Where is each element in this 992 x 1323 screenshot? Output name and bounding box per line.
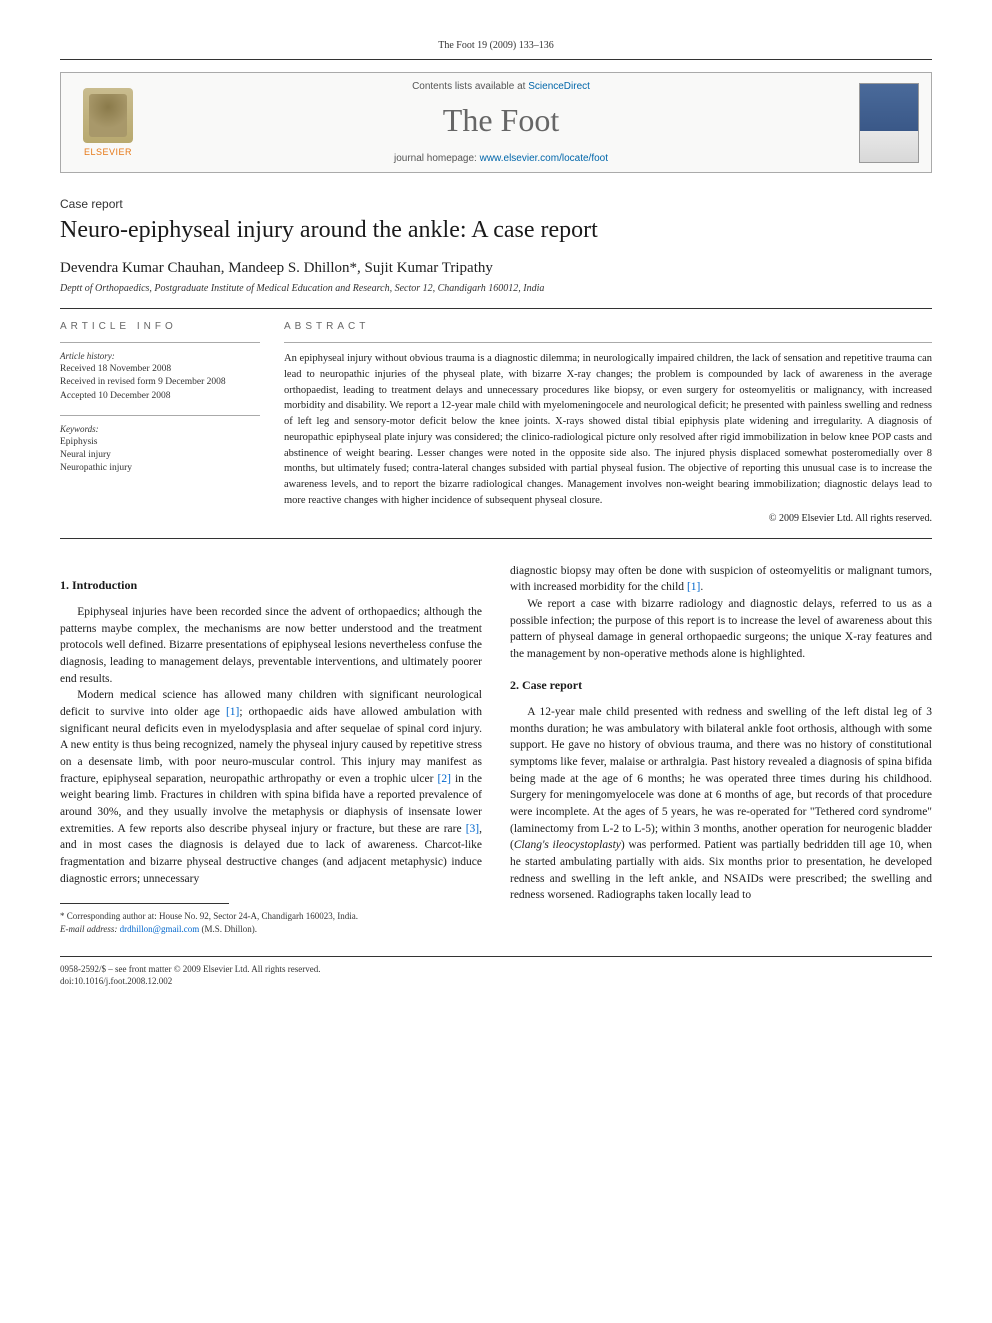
intro-p3a: diagnostic biopsy may often be done with…	[510, 565, 932, 594]
intro-p2: Modern medical science has allowed many …	[60, 687, 482, 887]
email-suffix: (M.S. Dhillon).	[199, 924, 257, 934]
elsevier-logo: ELSEVIER	[73, 83, 143, 163]
email-link[interactable]: drdhillon@gmail.com	[120, 924, 200, 934]
history-accepted: Accepted 10 December 2008	[60, 390, 260, 403]
homepage-link[interactable]: www.elsevier.com/locate/foot	[480, 153, 608, 164]
keyword-2: Neural injury	[60, 449, 260, 462]
abstract-text: An epiphyseal injury without obvious tra…	[284, 351, 932, 509]
ref-link-1[interactable]: [1]	[226, 706, 239, 718]
article-info-column: ARTICLE INFO Article history: Received 1…	[60, 321, 260, 524]
homepage-prefix: journal homepage:	[394, 153, 480, 164]
contents-prefix: Contents lists available at	[412, 81, 528, 92]
meta-top-rule	[60, 308, 932, 309]
corresponding-footnote: * Corresponding author at: House No. 92,…	[60, 910, 482, 923]
ref-link-2[interactable]: [2]	[438, 773, 451, 785]
contents-line: Contents lists available at ScienceDirec…	[159, 81, 843, 92]
body-top-rule	[60, 538, 932, 539]
info-rule	[60, 342, 260, 343]
article-history: Article history: Received 18 November 20…	[60, 351, 260, 403]
body-columns: 1. Introduction Epiphyseal injuries have…	[60, 563, 932, 936]
abstract-heading: ABSTRACT	[284, 321, 932, 332]
email-label: E-mail address:	[60, 924, 120, 934]
footer-rule	[60, 956, 932, 957]
elsevier-tree-icon	[83, 88, 133, 143]
journal-name: The Foot	[159, 102, 843, 139]
keyword-3: Neuropathic injury	[60, 462, 260, 475]
homepage-line: journal homepage: www.elsevier.com/locat…	[159, 153, 843, 164]
keywords-block: Keywords: Epiphysis Neural injury Neurop…	[60, 424, 260, 476]
article-title: Neuro-epiphyseal injury around the ankle…	[60, 217, 932, 244]
history-received: Received 18 November 2008	[60, 363, 260, 376]
journal-header-box: ELSEVIER Contents lists available at Sci…	[60, 72, 932, 173]
intro-heading: 1. Introduction	[60, 577, 482, 594]
intro-p1: Epiphyseal injuries have been recorded s…	[60, 604, 482, 687]
footnote-rule	[60, 903, 229, 904]
elsevier-wordmark: ELSEVIER	[84, 147, 132, 157]
running-header: The Foot 19 (2009) 133–136	[60, 40, 932, 51]
intro-p3: diagnostic biopsy may often be done with…	[510, 563, 932, 596]
keywords-rule	[60, 415, 260, 416]
authors: Devendra Kumar Chauhan, Mandeep S. Dhill…	[60, 260, 932, 277]
abstract-rule	[284, 342, 932, 343]
case-p1: A 12-year male child presented with redn…	[510, 704, 932, 904]
journal-cover-thumbnail	[859, 83, 919, 163]
keyword-1: Epiphysis	[60, 436, 260, 449]
case-p1a: A 12-year male child presented with redn…	[510, 706, 932, 851]
case-heading: 2. Case report	[510, 677, 932, 694]
footer-doi: doi:10.1016/j.foot.2008.12.002	[60, 975, 932, 988]
article-info-heading: ARTICLE INFO	[60, 321, 260, 332]
footer-issn: 0958-2592/$ – see front matter © 2009 El…	[60, 963, 932, 976]
article-type: Case report	[60, 197, 932, 211]
intro-p4: We report a case with bizarre radiology …	[510, 596, 932, 663]
abstract-column: ABSTRACT An epiphyseal injury without ob…	[284, 321, 932, 524]
keywords-label: Keywords:	[60, 424, 260, 434]
header-rule	[60, 59, 932, 60]
ref-link-1b[interactable]: [1]	[687, 581, 700, 593]
history-label: Article history:	[60, 351, 260, 361]
history-revised: Received in revised form 9 December 2008	[60, 376, 260, 389]
sciencedirect-link[interactable]: ScienceDirect	[528, 81, 590, 92]
affiliation: Deptt of Orthopaedics, Postgraduate Inst…	[60, 283, 932, 294]
email-footnote: E-mail address: drdhillon@gmail.com (M.S…	[60, 923, 482, 936]
meta-section: ARTICLE INFO Article history: Received 1…	[60, 321, 932, 524]
intro-p3b: .	[700, 581, 703, 593]
abstract-copyright: © 2009 Elsevier Ltd. All rights reserved…	[284, 513, 932, 524]
ref-link-3[interactable]: [3]	[466, 823, 479, 835]
case-p1-em: Clang's ileocystoplasty	[514, 839, 621, 851]
journal-center: Contents lists available at ScienceDirec…	[159, 81, 843, 164]
